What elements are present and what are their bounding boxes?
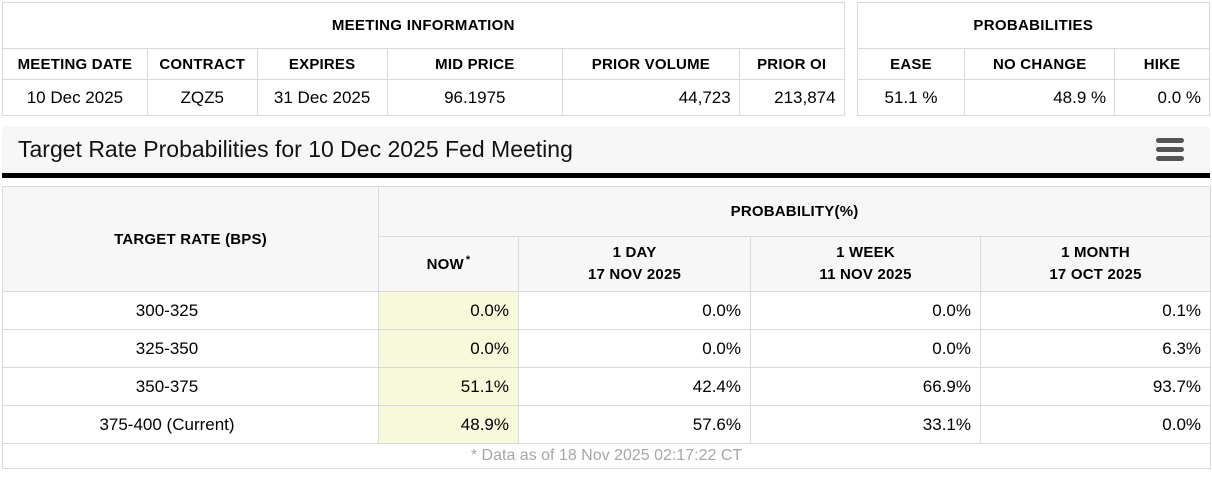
one-week-probability: 0.0%	[750, 291, 981, 330]
chart-context-menu-button[interactable]	[1154, 134, 1186, 165]
expires-value: 31 Dec 2025	[256, 79, 388, 116]
column-header-contract: CONTRACT	[146, 48, 258, 80]
one-week-probability: 0.0%	[750, 329, 981, 368]
probabilities-summary-table: PROBABILITIES EASE NO CHANGE HIKE 51.1 %…	[856, 2, 1211, 116]
column-header-prior-oi: PRIOR OI	[738, 48, 845, 80]
probabilities-header-row: EASE NO CHANGE HIKE	[856, 48, 1210, 80]
target-rate-label: 300-325	[2, 291, 379, 330]
one-week-probability: 66.9%	[750, 367, 981, 406]
column-header-expires: EXPIRES	[256, 48, 388, 80]
target-rate-bps-header: TARGET RATE (BPS)	[2, 186, 379, 292]
top-summary-section: MEETING INFORMATION MEETING DATE CONTRAC…	[2, 2, 1211, 116]
meeting-information-title: MEETING INFORMATION	[2, 2, 845, 49]
data-as-of-footnote: * Data as of 18 Nov 2025 02:17:22 CT	[1, 443, 1212, 469]
target-rate-label: 350-375	[2, 367, 379, 406]
table-row: 300-325 0.0% 0.0% 0.0% 0.1%	[2, 291, 1212, 330]
target-rate-label: 375-400 (Current)	[2, 405, 379, 444]
target-rate-label: 325-350	[2, 329, 379, 368]
one-month-probability: 93.7%	[979, 367, 1212, 406]
table-row: 350-375 51.1% 42.4% 66.9% 93.7%	[2, 367, 1212, 406]
one-day-column-header: 1 DAY 17 NOV 2025	[518, 236, 751, 292]
target-rate-probability-table: TARGET RATE (BPS) PROBABILITY(%) NOW * 1 …	[1, 186, 1212, 469]
column-header-hike: HIKE	[1114, 48, 1210, 80]
footnote-marker: *	[465, 253, 471, 266]
group-header-row: TARGET RATE (BPS) PROBABILITY(%)	[2, 186, 1212, 292]
now-probability: 51.1%	[378, 367, 519, 406]
one-day-probability: 42.4%	[518, 367, 751, 406]
one-month-column-header: 1 MONTH 17 OCT 2025	[979, 236, 1212, 292]
no-change-value: 48.9 %	[964, 79, 1116, 116]
meeting-date-value: 10 Dec 2025	[2, 79, 148, 116]
one-day-probability: 57.6%	[518, 405, 751, 444]
one-month-probability: 0.1%	[979, 291, 1212, 330]
prior-volume-value: 44,723	[562, 79, 740, 116]
hamburger-menu-icon	[1156, 138, 1184, 143]
contract-value: ZQZ5	[146, 79, 258, 116]
column-header-mid-price: MID PRICE	[386, 48, 564, 80]
now-column-header: NOW *	[378, 236, 519, 292]
mid-price-value: 96.1975	[386, 79, 564, 116]
meeting-information-table: MEETING INFORMATION MEETING DATE CONTRAC…	[2, 2, 845, 116]
now-probability: 0.0%	[378, 291, 519, 330]
one-month-probability: 0.0%	[979, 405, 1212, 444]
probabilities-title: PROBABILITIES	[856, 2, 1211, 49]
probability-percent-header: PROBABILITY(%)	[377, 186, 1212, 237]
now-probability: 0.0%	[378, 329, 519, 368]
ease-value: 51.1 %	[856, 79, 966, 116]
column-header-ease: EASE	[856, 48, 966, 80]
one-day-probability: 0.0%	[518, 291, 751, 330]
table-row: 325-350 0.0% 0.0% 0.0% 6.3%	[2, 329, 1212, 368]
meeting-info-header-row: MEETING DATE CONTRACT EXPIRES MID PRICE …	[2, 48, 845, 80]
page-title: Target Rate Probabilities for 10 Dec 202…	[18, 136, 573, 162]
footnote-row: * Data as of 18 Nov 2025 02:17:22 CT	[1, 443, 1212, 469]
chart-title-bar: Target Rate Probabilities for 10 Dec 202…	[2, 126, 1210, 178]
period-header-row: NOW * 1 DAY 17 NOV 2025 1 WEEK 11 NOV 202…	[3, 236, 1212, 292]
meeting-info-data-row: 10 Dec 2025 ZQZ5 31 Dec 2025 96.1975 44,…	[2, 79, 845, 116]
probabilities-data-row: 51.1 % 48.9 % 0.0 %	[856, 79, 1210, 116]
one-month-probability: 6.3%	[979, 329, 1212, 368]
column-header-no-change: NO CHANGE	[964, 48, 1116, 80]
prior-oi-value: 213,874	[738, 79, 845, 116]
now-probability: 48.9%	[378, 405, 519, 444]
table-row: 375-400 (Current) 48.9% 57.6% 33.1% 0.0%	[2, 405, 1212, 444]
one-week-probability: 33.1%	[750, 405, 981, 444]
one-day-probability: 0.0%	[518, 329, 751, 368]
one-week-column-header: 1 WEEK 11 NOV 2025	[750, 236, 981, 292]
column-header-prior-volume: PRIOR VOLUME	[562, 48, 740, 80]
hike-value: 0.0 %	[1114, 79, 1210, 116]
column-header-meeting-date: MEETING DATE	[2, 48, 148, 80]
